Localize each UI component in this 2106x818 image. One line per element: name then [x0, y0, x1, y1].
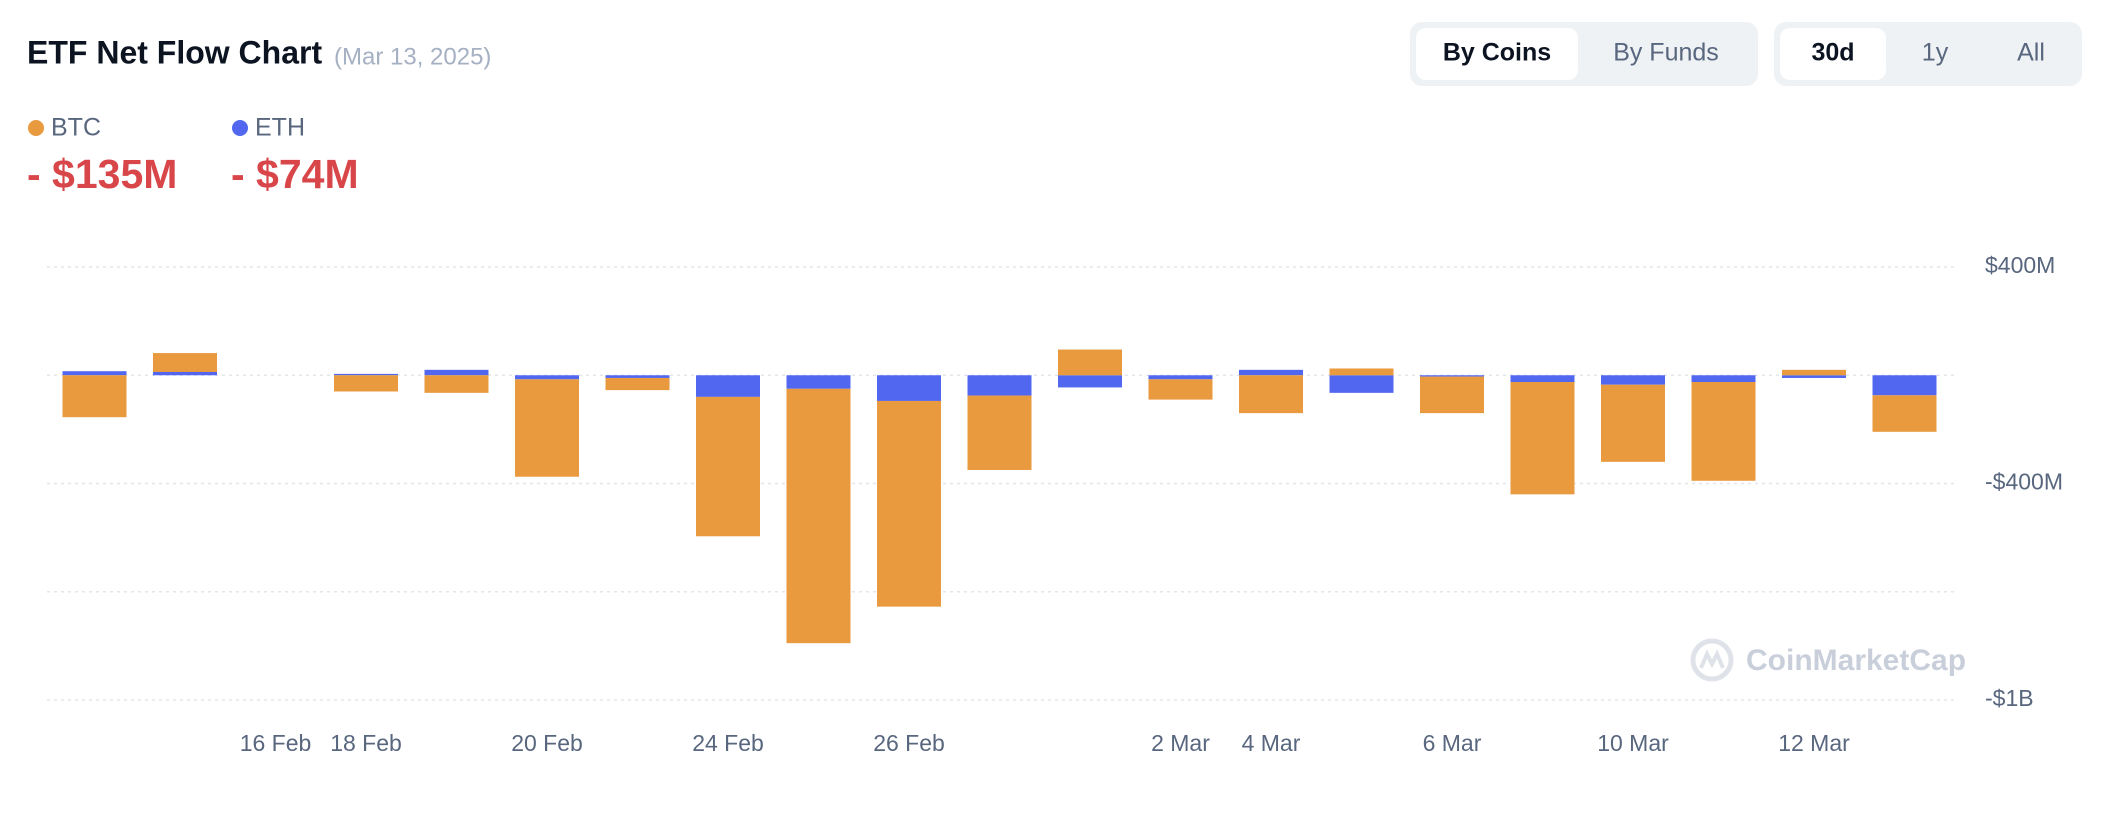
y-tick-label: -$1B [1985, 685, 2034, 711]
bar-segment [1782, 369, 1846, 376]
bar-segment [605, 377, 670, 391]
bar-segment [1329, 368, 1394, 376]
legend-swatch [232, 120, 248, 136]
bar-segment [1148, 375, 1213, 380]
bar-segment [1420, 376, 1484, 414]
bar-segment [877, 400, 941, 607]
bar-segment [967, 395, 1032, 470]
x-tick-label: 18 Feb [330, 730, 402, 756]
view-button[interactable]: By Funds [1613, 39, 1719, 67]
bar-segment [696, 375, 760, 397]
x-tick-label: 4 Mar [1242, 730, 1301, 756]
x-tick-label: 10 Mar [1597, 730, 1669, 756]
bar-segment [1782, 375, 1846, 378]
bar-segment [1691, 382, 1756, 481]
view-button[interactable]: By Coins [1443, 39, 1551, 67]
bar-segment [1601, 375, 1665, 385]
watermark: CoinMarketCap [1746, 644, 1966, 677]
bar-segment [1510, 375, 1575, 383]
bar-segment [605, 375, 670, 378]
bar-segment [334, 375, 398, 392]
bar-segment [515, 379, 579, 477]
bar-segment [1510, 382, 1575, 495]
bar-segment [967, 375, 1032, 396]
bar-segment [1691, 375, 1756, 383]
bar-segment [877, 375, 941, 401]
range-button[interactable]: 1y [1922, 39, 1949, 67]
range-button[interactable]: 30d [1811, 39, 1854, 67]
legend-label: ETH [255, 114, 305, 142]
x-tick-label: 6 Mar [1423, 730, 1482, 756]
x-tick-label: 24 Feb [692, 730, 764, 756]
bar-segment [424, 369, 489, 376]
bar-segment [424, 375, 489, 393]
chart-title: ETF Net Flow Chart [27, 34, 322, 70]
legend-total: - $135M [27, 151, 177, 197]
x-tick-label: 26 Feb [873, 730, 945, 756]
y-tick-label: $400M [1985, 252, 2055, 278]
bar-segment [1239, 375, 1303, 414]
bar-segment [1058, 375, 1122, 388]
x-tick-label: 16 Feb [240, 730, 312, 756]
bar-segment [1148, 379, 1213, 400]
bar-segment [696, 396, 760, 537]
bar-segment [786, 375, 851, 389]
chart-subtitle: (Mar 13, 2025) [334, 43, 491, 70]
bar-segment [153, 353, 217, 373]
bar-segment [1420, 375, 1484, 377]
range-active [1780, 28, 1886, 80]
bar-segment [62, 371, 127, 376]
bar-segment [153, 372, 217, 376]
bar-segment [786, 388, 851, 644]
range-button[interactable]: All [2017, 39, 2045, 67]
legend-label: BTC [51, 114, 101, 142]
bar-segment [1058, 349, 1122, 376]
x-tick-label: 12 Mar [1778, 730, 1850, 756]
bar-segment [1239, 369, 1303, 376]
bar-segment [1872, 395, 1937, 432]
bar-segment [62, 375, 127, 418]
bar-segment [1329, 375, 1394, 393]
bar-segment [334, 373, 398, 376]
x-tick-label: 20 Feb [511, 730, 583, 756]
bar-segment [1872, 375, 1937, 396]
y-tick-label: -$400M [1985, 469, 2063, 495]
view-active [1416, 28, 1578, 80]
bar-segment [515, 375, 579, 380]
legend-swatch [28, 120, 44, 136]
x-tick-label: 2 Mar [1151, 730, 1210, 756]
watermark-logo [1690, 638, 1734, 682]
bar-segment [1601, 384, 1665, 462]
legend-total: - $74M [231, 151, 359, 197]
